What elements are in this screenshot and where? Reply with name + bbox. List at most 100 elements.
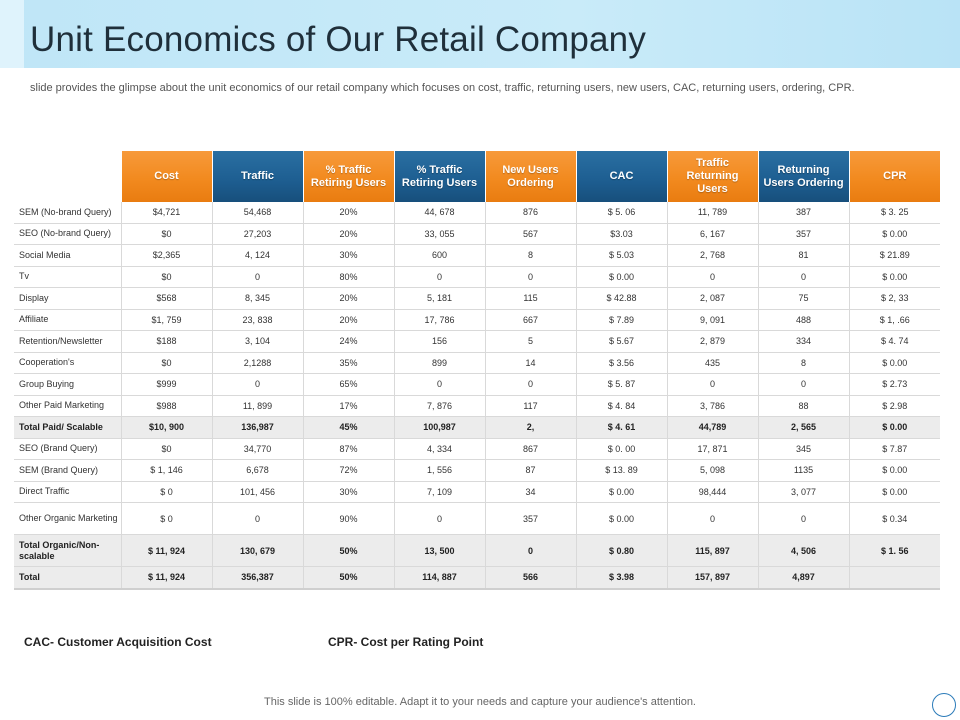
footnote-cpr: CPR- Cost per Rating Point [328, 635, 484, 649]
table-cell: 2, 768 [666, 244, 758, 267]
table-cell: 8, 345 [211, 287, 303, 310]
table-cell: $ 0 [120, 502, 212, 535]
table-cell: 20% [302, 223, 394, 245]
table-cell: 4, 124 [211, 244, 303, 267]
column-header-label: CPR [883, 170, 907, 182]
column-header-label: Cost [154, 170, 179, 182]
table-row: SEM (Brand Query) $ 1, 146 6,678 72% 1, 556 8… [14, 459, 940, 482]
table-cell: $ 0.00 [848, 266, 940, 288]
table-cell: $ 5.03 [575, 244, 667, 267]
table-cell: $ 1, 146 [120, 459, 212, 482]
table-cell: 5 [484, 330, 576, 353]
column-header: % Traffic Retiring Users [393, 151, 485, 202]
title-band [0, 0, 960, 68]
table-cell: $ 11, 924 [120, 534, 212, 567]
table-cell: 65% [302, 373, 394, 396]
table-cell: $ 3.56 [575, 352, 667, 374]
circle-icon [932, 693, 956, 717]
table-cell: 3, 077 [757, 481, 849, 503]
table-cell: $ 0 [120, 481, 212, 503]
row-label: Retention/Newsletter [14, 330, 121, 353]
table-cell: $ 5. 06 [575, 202, 667, 224]
table-cell: $ 0.00 [575, 502, 667, 535]
column-header-label: New Users Ordering [502, 163, 559, 189]
table-cell: 357 [757, 223, 849, 245]
table-row: SEM (No-brand Query) $4,721 54,468 20% 44, 6… [14, 202, 940, 224]
table-cell: 2, [484, 416, 576, 439]
table-cell: 0 [393, 502, 485, 535]
table-cell: 50% [302, 566, 394, 590]
table-cell: 1, 556 [393, 459, 485, 482]
table-cell: $0 [120, 223, 212, 245]
table-cell: 34,770 [211, 438, 303, 460]
row-label: Total Paid/ Scalable [14, 416, 121, 439]
table-cell: $ 5. 87 [575, 373, 667, 396]
table-cell: 567 [484, 223, 576, 245]
table-cell: 156 [393, 330, 485, 353]
table-cell: $ 1. 56 [848, 534, 940, 567]
row-label: Other Organic Marketing [14, 502, 121, 535]
table-cell: $ 2.98 [848, 395, 940, 417]
title-accent [0, 0, 24, 68]
column-header-label: CAC [609, 170, 634, 182]
table-cell: 4, 506 [757, 534, 849, 567]
table-cell: $ 0.00 [848, 416, 940, 439]
row-label: Total [14, 566, 121, 590]
table-cell: 0 [666, 266, 758, 288]
table-cell: $2,365 [120, 244, 212, 267]
table-cell: 8 [484, 244, 576, 267]
table-cell: 2, 565 [757, 416, 849, 439]
table-cell: $ 0.80 [575, 534, 667, 567]
table-cell: 20% [302, 287, 394, 310]
table-cell: 0 [211, 266, 303, 288]
table-cell: $ 0.00 [848, 223, 940, 245]
table-cell: $ 0.00 [848, 481, 940, 503]
table-cell: $ 7.89 [575, 309, 667, 331]
table-cell: 3, 104 [211, 330, 303, 353]
column-header-label: Returning Users Ordering [763, 163, 844, 189]
table-cell: 0 [757, 502, 849, 535]
table-cell: 0 [211, 373, 303, 396]
column-header-label: Traffic Returning Users [686, 157, 739, 195]
table-cell: 2,1288 [211, 352, 303, 374]
column-header-label: % Traffic Retiring Users [310, 163, 387, 189]
table-cell: 75 [757, 287, 849, 310]
table-cell: 50% [302, 534, 394, 567]
table-cell: 23, 838 [211, 309, 303, 331]
row-label: Total Organic/Non-scalable [14, 534, 121, 567]
table-cell: 0 [484, 534, 576, 567]
table-row: Direct Traffic $ 0 101, 456 30% 7, 109 34 $ 0.… [14, 481, 940, 503]
table-cell: 9, 091 [666, 309, 758, 331]
footnote-cac: CAC- Customer Acquisition Cost [24, 635, 212, 649]
table-cell: 0 [666, 373, 758, 396]
table-cell: $ 0.00 [848, 352, 940, 374]
table-cell [848, 566, 940, 590]
table-cell: 34 [484, 481, 576, 503]
table-cell: 33, 055 [393, 223, 485, 245]
table-cell: 488 [757, 309, 849, 331]
table-row: Cooperation's $0 2,1288 35% 899 14 $ 3.56 435 8 $… [14, 352, 940, 374]
table-cell: $ 13. 89 [575, 459, 667, 482]
column-header: Returning Users Ordering [757, 151, 849, 202]
row-label: Other Paid Marketing [14, 395, 121, 417]
table-cell: $ 4. 74 [848, 330, 940, 353]
table-cell: 20% [302, 309, 394, 331]
column-header: % Traffic Retiring Users [302, 151, 394, 202]
table-cell: 0 [484, 373, 576, 396]
row-label: Direct Traffic [14, 481, 121, 503]
table-cell: 35% [302, 352, 394, 374]
table-cell: 130, 679 [211, 534, 303, 567]
table-cell: $188 [120, 330, 212, 353]
table-cell: $1, 759 [120, 309, 212, 331]
table-cell: 100,987 [393, 416, 485, 439]
table-cell: 54,468 [211, 202, 303, 224]
table-cell: 6, 167 [666, 223, 758, 245]
table-cell: $3.03 [575, 223, 667, 245]
table-cell: 1135 [757, 459, 849, 482]
table-cell: 3, 786 [666, 395, 758, 417]
table-cell: $ 0.34 [848, 502, 940, 535]
row-label: Tv [14, 266, 121, 288]
table-cell: 334 [757, 330, 849, 353]
row-label: Affiliate [14, 309, 121, 331]
table-cell: 14 [484, 352, 576, 374]
